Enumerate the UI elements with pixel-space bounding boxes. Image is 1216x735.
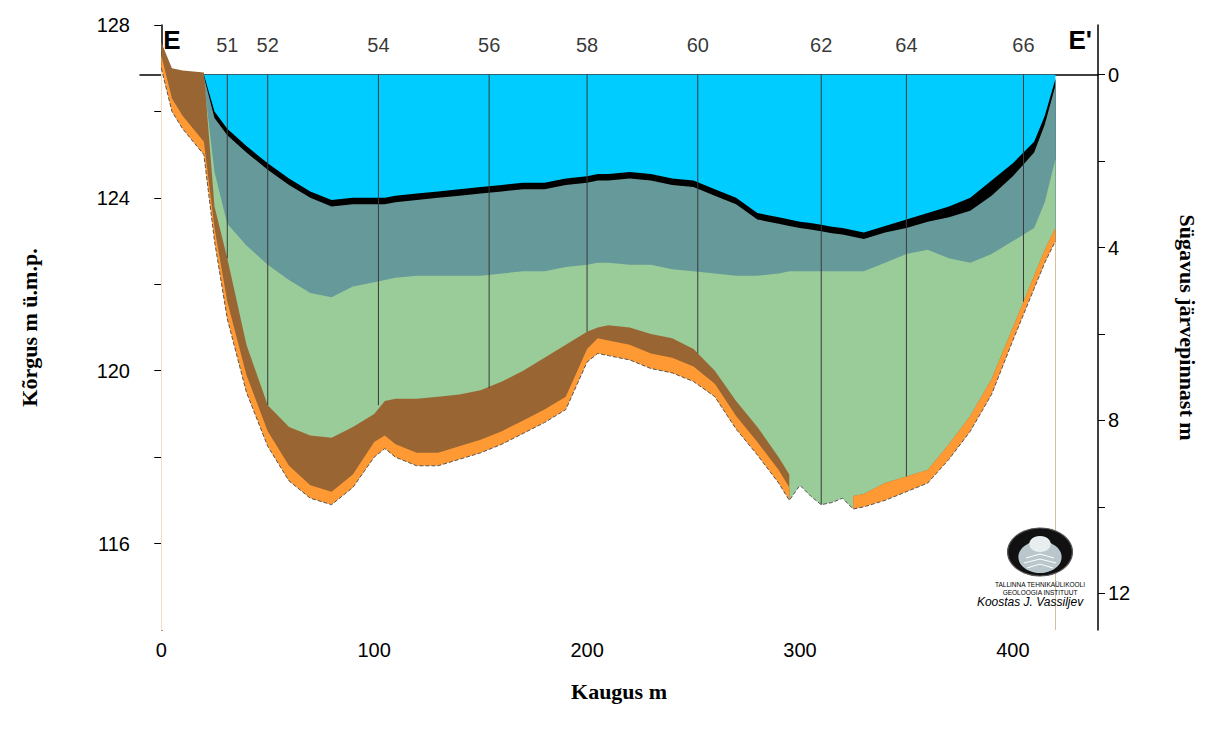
svg-text:128: 128 <box>97 14 130 36</box>
svg-text:51: 51 <box>216 34 238 56</box>
svg-text:66: 66 <box>1012 34 1034 56</box>
svg-text:0: 0 <box>1108 64 1119 86</box>
svg-text:116: 116 <box>98 533 130 555</box>
svg-text:Kõrgus m ü.m.p.: Kõrgus m ü.m.p. <box>17 248 42 406</box>
svg-text:120: 120 <box>97 360 130 382</box>
svg-text:Sügavus järvepinnast m: Sügavus järvepinnast m <box>1175 214 1200 440</box>
svg-text:Kaugus m: Kaugus m <box>571 679 667 704</box>
svg-text:GEOLOOGIA INSTITUUT: GEOLOOGIA INSTITUUT <box>1002 589 1078 596</box>
svg-text:Koostas J. Vassiljev: Koostas J. Vassiljev <box>977 595 1084 609</box>
svg-text:54: 54 <box>367 34 389 56</box>
svg-text:E': E' <box>1068 25 1092 55</box>
svg-text:12: 12 <box>1108 582 1130 604</box>
svg-text:0: 0 <box>156 639 167 661</box>
svg-text:56: 56 <box>478 34 500 56</box>
svg-text:60: 60 <box>687 34 709 56</box>
svg-text:100: 100 <box>357 639 390 661</box>
svg-text:52: 52 <box>257 34 279 56</box>
svg-text:58: 58 <box>576 34 598 56</box>
svg-text:300: 300 <box>783 639 816 661</box>
svg-text:124: 124 <box>97 187 130 209</box>
svg-text:E: E <box>163 25 180 55</box>
svg-text:4: 4 <box>1108 237 1119 259</box>
svg-text:TALLINNA TEHNIKAÜLIKOOLI: TALLINNA TEHNIKAÜLIKOOLI <box>995 581 1085 588</box>
svg-text:200: 200 <box>570 639 603 661</box>
svg-text:62: 62 <box>810 34 832 56</box>
svg-text:400: 400 <box>996 639 1029 661</box>
svg-text:64: 64 <box>895 34 917 56</box>
svg-text:8: 8 <box>1108 409 1119 431</box>
